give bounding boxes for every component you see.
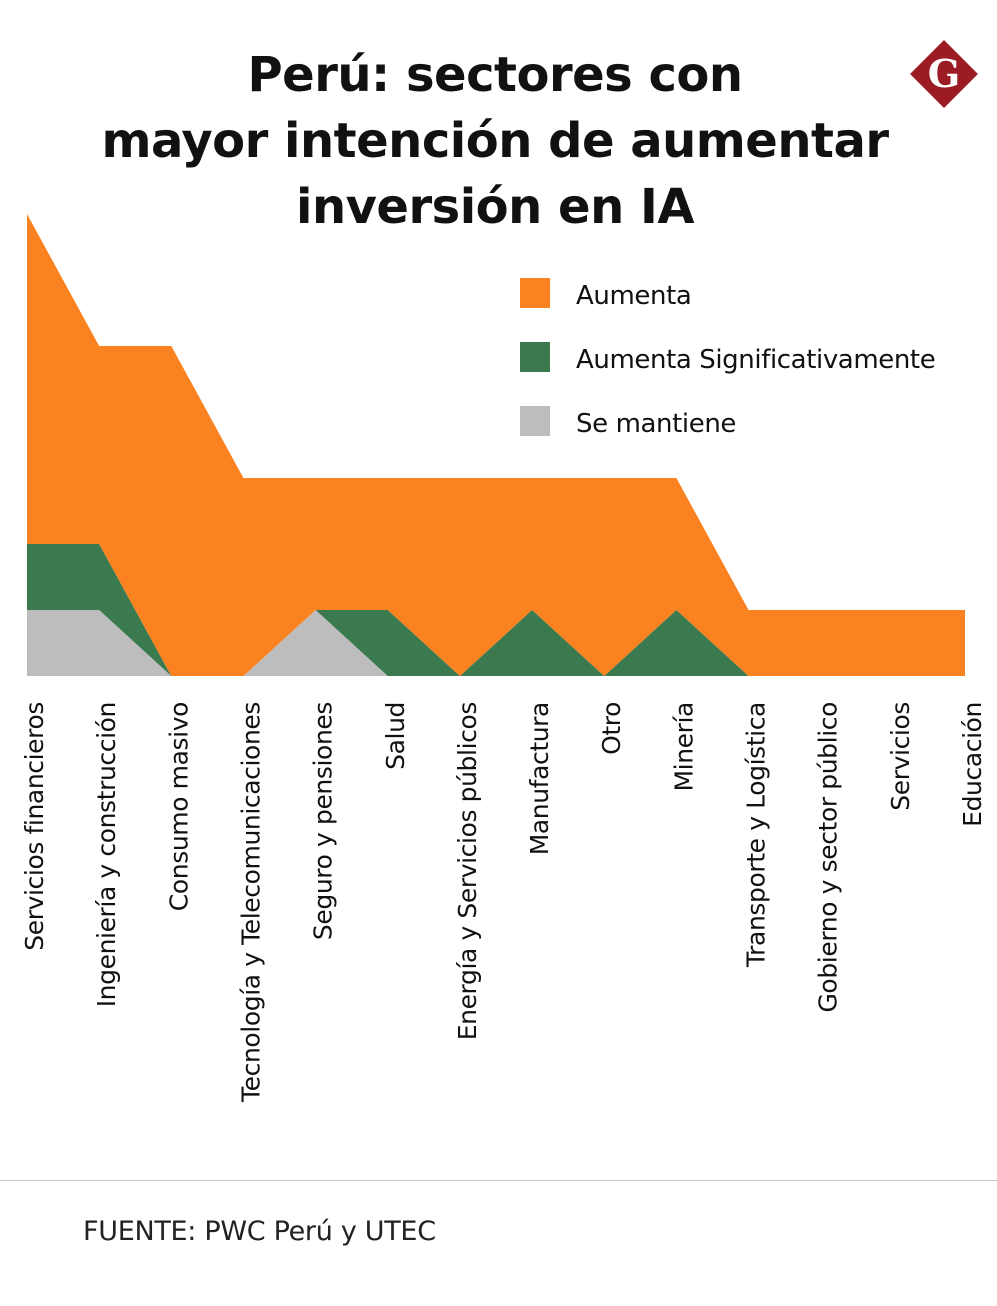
title-line-3: inversión en IA: [296, 179, 694, 235]
chart-areas: [27, 214, 965, 676]
x-tick-label: Tecnología y Telecomunicaciones: [236, 702, 265, 1103]
legend-swatch: [520, 342, 550, 372]
x-tick-label: Consumo masivo: [164, 702, 193, 911]
x-tick-label: Gobierno y sector público: [814, 702, 843, 1013]
logo-letter: G: [928, 51, 960, 96]
title-line-2: mayor intención de aumentar: [101, 113, 889, 169]
legend-label: Aumenta: [576, 281, 691, 311]
publisher-logo: G: [910, 40, 978, 108]
x-tick-label: Energía y Servicios públicos: [453, 702, 482, 1040]
source-note: FUENTE: PWC Perú y UTEC: [83, 1216, 436, 1247]
area-aumenta: [27, 214, 965, 676]
x-tick-label: Servicios financieros: [20, 702, 49, 951]
x-tick-label: Manufactura: [525, 702, 554, 855]
chart-legend: Aumenta Aumenta Significativamente Se mant…: [520, 278, 936, 439]
title-line-1: Perú: sectores con: [247, 47, 743, 103]
x-tick-label: Educación: [958, 702, 987, 827]
x-tick-label: Seguro y pensiones: [309, 702, 338, 940]
x-tick-label: Transporte y Logística: [742, 702, 771, 968]
legend-swatch: [520, 278, 550, 308]
x-tick-label: Otro: [597, 702, 626, 755]
area-aumenta-significativamente: [27, 544, 965, 676]
legend-label: Se mantiene: [576, 409, 736, 439]
chart-title: Perú: sectores con mayor intención de au…: [60, 42, 930, 240]
x-tick-label: Salud: [381, 702, 410, 770]
legend-swatch: [520, 406, 550, 436]
area-se-mantiene: [27, 610, 965, 676]
legend-label: Aumenta Significativamente: [576, 345, 935, 375]
x-tick-label: Servicios: [886, 702, 915, 811]
x-tick-label: Ingeniería y construcción: [92, 702, 121, 1007]
footer-divider: [0, 1180, 997, 1181]
x-axis-labels: Servicios financieros Ingeniería y constr…: [20, 702, 987, 1103]
x-tick-label: Minería: [669, 702, 698, 792]
area-chart: Aumenta Aumenta Significativamente Se mant…: [20, 214, 987, 1103]
